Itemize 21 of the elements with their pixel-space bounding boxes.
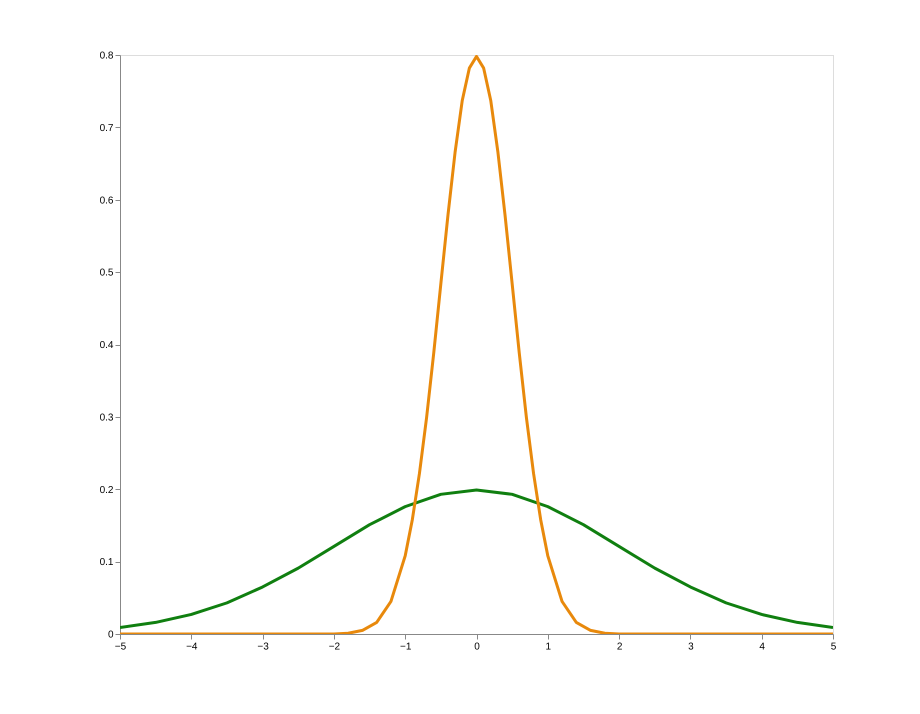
x-tick-label: 1 <box>546 642 552 652</box>
x-tick-label: 4 <box>759 642 766 652</box>
x-tick-label: −5 <box>114 642 127 652</box>
y-tick-label: 0.5 <box>100 268 114 279</box>
x-tick-label: −4 <box>186 642 198 652</box>
y-tick-label: 0.8 <box>100 50 114 62</box>
x-tick-label: −3 <box>257 642 270 652</box>
y-tick-label: 0.4 <box>100 340 114 351</box>
x-tick-label: 2 <box>616 642 623 652</box>
y-tick-label: 0.1 <box>100 557 114 568</box>
y-tick-label: 0.3 <box>100 412 114 424</box>
x-tick-label: 3 <box>688 642 694 652</box>
y-tick-label: 0.7 <box>100 122 114 134</box>
x-tick-label: 5 <box>830 642 837 652</box>
y-tick-label: 0 <box>108 630 114 640</box>
x-tick-label: −1 <box>400 642 412 652</box>
x-tick-label: 0 <box>474 642 480 652</box>
line-series <box>120 488 833 629</box>
x-tick-label: −2 <box>328 642 341 652</box>
y-tick-label: 0.6 <box>100 195 114 206</box>
y-tick-label: 0.2 <box>100 484 114 496</box>
